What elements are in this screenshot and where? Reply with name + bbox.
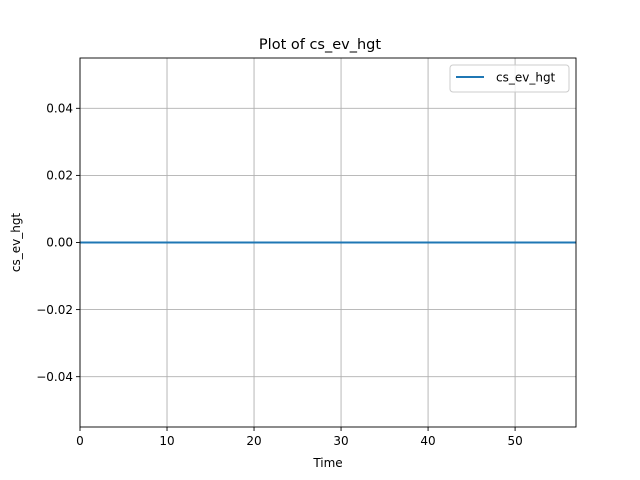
chart-title: Plot of cs_ev_hgt [259, 37, 381, 53]
y-tick-label: 0.02 [46, 169, 73, 183]
x-tick-label: 20 [246, 434, 261, 448]
y-tick-label: 0.00 [46, 236, 73, 250]
y-tick-label: −0.04 [36, 370, 73, 384]
legend: cs_ev_hgt [449, 64, 570, 93]
x-tick-label: 40 [420, 434, 435, 448]
y-tick-label: −0.02 [36, 303, 73, 317]
legend-label: cs_ev_hgt [496, 71, 556, 85]
x-tick-label: 30 [333, 434, 348, 448]
x-tick-label: 50 [507, 434, 522, 448]
x-tick-label: 0 [76, 434, 84, 448]
y-axis: −0.04 −0.02 0.00 0.02 0.04 [36, 102, 80, 384]
x-tick-label: 10 [159, 434, 174, 448]
y-axis-label: cs_ev_hgt [9, 213, 23, 273]
y-tick-label: 0.04 [46, 102, 73, 116]
x-axis: 0 10 20 30 40 50 [76, 427, 523, 448]
legend-box [449, 64, 570, 93]
x-axis-label: Time [312, 456, 342, 470]
